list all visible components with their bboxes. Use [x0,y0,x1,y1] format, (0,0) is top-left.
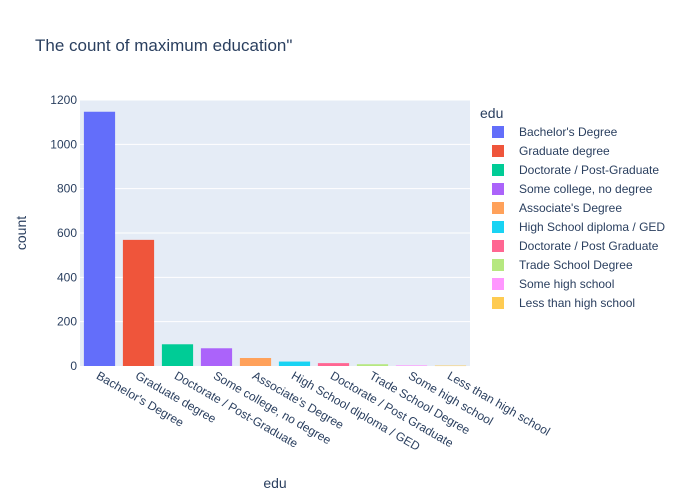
legend-swatch[interactable] [492,183,504,195]
legend-swatch[interactable] [492,297,504,309]
y-tick-label: 1200 [50,93,77,107]
legend-swatch[interactable] [492,164,504,176]
bar[interactable] [239,358,272,366]
legend-item-label[interactable]: High School diploma / GED [519,220,665,234]
y-tick-label: 400 [57,270,77,284]
legend-swatch[interactable] [492,240,504,252]
legend-item-label[interactable]: Doctorate / Post-Graduate [519,163,659,177]
bar[interactable] [161,344,194,366]
legend-item-label[interactable]: Less than high school [519,296,635,310]
legend-item-label[interactable]: Some high school [519,277,614,291]
legend-item-label[interactable]: Some college, no degree [519,182,653,196]
bar[interactable] [317,363,350,366]
y-tick-label: 800 [57,182,77,196]
legend-item-label[interactable]: Graduate degree [519,144,610,158]
legend-swatch[interactable] [492,278,504,290]
legend-item-label[interactable]: Bachelor's Degree [519,125,618,139]
y-axis-ticks: 0 200 400 600 800 1000 1200 [50,93,77,373]
bar[interactable] [395,365,428,366]
y-tick-label: 1000 [50,137,77,151]
bar[interactable] [83,111,116,366]
legend-item-label[interactable]: Trade School Degree [519,258,633,272]
bar[interactable] [200,348,233,366]
legend-title: edu [480,105,503,121]
legend-item-label[interactable]: Associate's Degree [519,201,622,215]
x-axis-title: edu [263,475,286,491]
chart-title: The count of maximum education" [35,36,292,55]
bar[interactable] [122,239,155,366]
bar[interactable] [356,364,389,366]
legend-swatch[interactable] [492,145,504,157]
bar[interactable] [278,361,311,366]
legend-swatch[interactable] [492,221,504,233]
legend-swatch[interactable] [492,259,504,271]
legend-item-label[interactable]: Doctorate / Post Graduate [519,239,659,253]
y-tick-label: 0 [70,359,77,373]
y-tick-label: 200 [57,315,77,329]
bars [83,111,467,367]
legend-swatch[interactable] [492,202,504,214]
legend: edu Bachelor's Degree Graduate degree Doct… [480,105,665,310]
y-tick-label: 600 [57,226,77,240]
bar[interactable] [434,365,467,367]
y-axis-title: count [13,216,29,250]
legend-swatch[interactable] [492,126,504,138]
